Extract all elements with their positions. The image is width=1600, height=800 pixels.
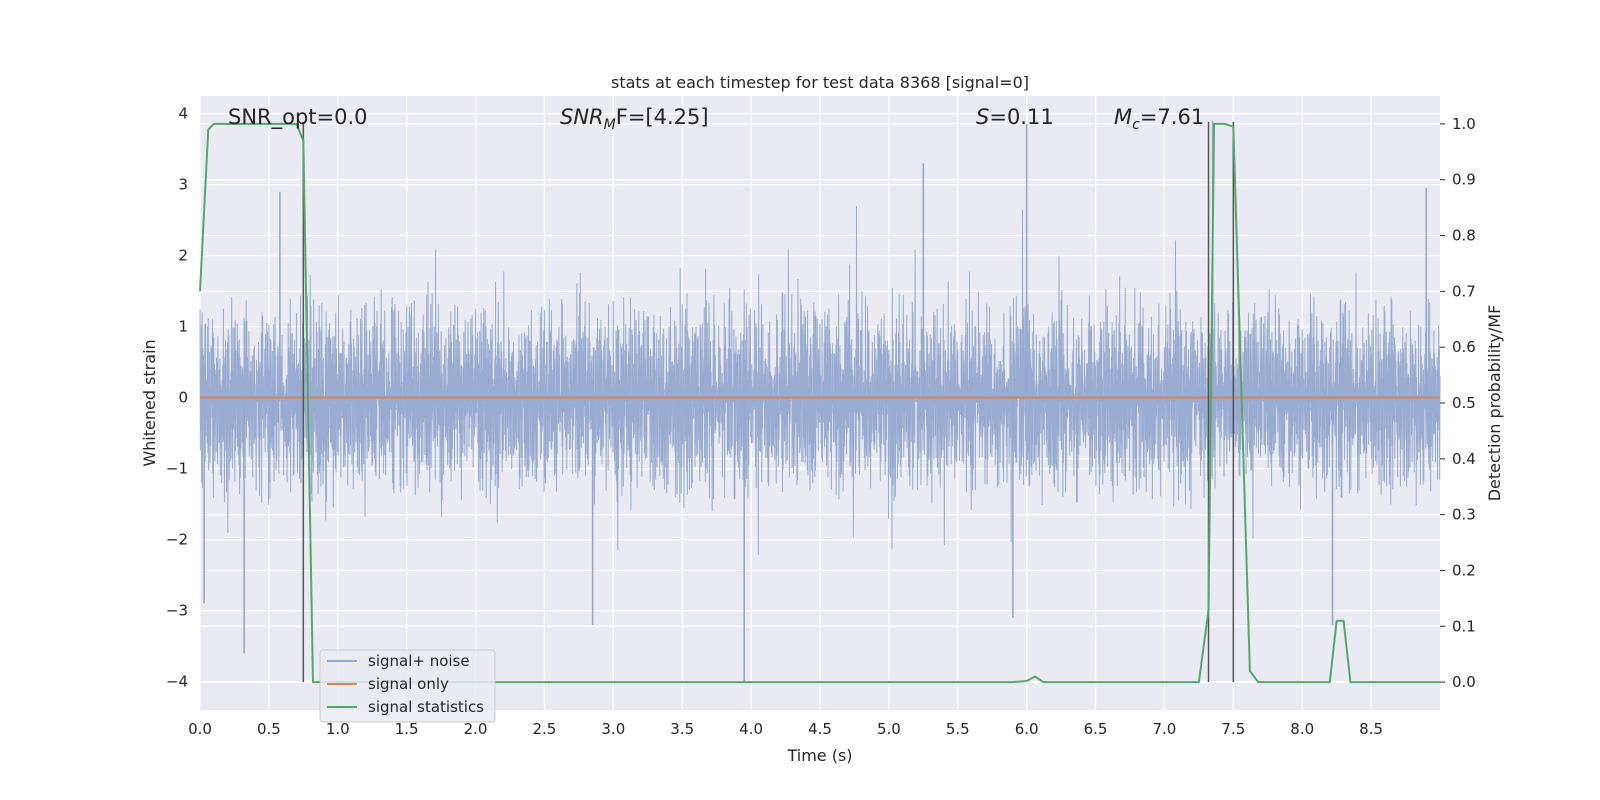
y2-tick-label: 1.0 xyxy=(1452,115,1476,133)
y-tick-label: −2 xyxy=(166,531,188,549)
series-lines xyxy=(199,121,1440,684)
x-tick-label: 4.0 xyxy=(739,720,763,738)
snr-mf-sub: M xyxy=(604,117,616,133)
snr-mf-rest: F=[4.25] xyxy=(616,105,709,129)
legend-label-signal-statistics: signal statistics xyxy=(368,698,484,716)
y-axis-label: Whitened strain xyxy=(140,339,159,466)
chart-title: stats at each timestep for test data 836… xyxy=(611,73,1029,92)
legend-label-signal-noise: signal+ noise xyxy=(368,652,470,670)
signal-statistics-line xyxy=(199,122,1440,684)
x-tick-label: 1.5 xyxy=(395,720,419,738)
y2-tick-label: 0.9 xyxy=(1452,171,1476,189)
y-tick-label: 3 xyxy=(178,176,188,194)
x-tick-label: 8.5 xyxy=(1359,720,1383,738)
x-tick-label: 0.5 xyxy=(257,720,281,738)
legend-label-signal-only: signal only xyxy=(368,675,449,693)
x-tick-label: 1.0 xyxy=(326,720,350,738)
y2-tick-label: 0.8 xyxy=(1452,227,1476,245)
y-axis-ticks: 4 3 2 1 0 −1 −2 −3 −4 xyxy=(166,105,188,691)
snr-mf-base: SNR xyxy=(560,105,604,129)
y2-tick-label: 0.5 xyxy=(1452,394,1476,412)
x-tick-label: 0.0 xyxy=(188,720,212,738)
mc-base: M xyxy=(1114,105,1132,129)
x-tick-label: 4.5 xyxy=(808,720,832,738)
x-tick-label: 3.5 xyxy=(670,720,694,738)
y-tick-label: 0 xyxy=(178,389,188,407)
x-tick-label: 6.5 xyxy=(1084,720,1108,738)
y-tick-label: 2 xyxy=(178,247,188,265)
y-tick-label: 1 xyxy=(178,318,188,336)
y2-tick-label: 0.2 xyxy=(1452,561,1476,579)
y2-tick-label: 0.4 xyxy=(1452,450,1476,468)
annotation-mc: Mc=7.61 xyxy=(1114,105,1204,133)
y-tick-label: 4 xyxy=(178,105,188,123)
x-tick-label: 5.5 xyxy=(946,720,970,738)
y2-tick-label: 0.3 xyxy=(1452,506,1476,524)
x-tick-label: 8.0 xyxy=(1290,720,1314,738)
x-tick-label: 3.0 xyxy=(601,720,625,738)
x-tick-label: 2.0 xyxy=(464,720,488,738)
y-tick-label: −4 xyxy=(166,673,188,691)
s-italic: S xyxy=(976,105,989,129)
y2-tick-label: 0.6 xyxy=(1452,338,1476,356)
y2-axis-label: Detection probability/MF xyxy=(1485,305,1504,502)
x-axis-label: Time (s) xyxy=(786,746,852,765)
annotation-snr-mf: SNRMF=[4.25] xyxy=(560,105,709,133)
y-tick-label: −1 xyxy=(166,460,188,478)
y2-axis-ticks: 1.0 0.9 0.8 0.7 0.6 0.5 0.4 0.3 0.2 0.1 0.0 xyxy=(1440,115,1476,691)
legend-box xyxy=(319,649,496,723)
x-tick-label: 7.5 xyxy=(1221,720,1245,738)
legend: signal+ noise signal only signal statist… xyxy=(319,649,496,723)
x-axis-ticks: 0.0 0.5 1.0 1.5 2.0 2.5 3.0 3.5 4.0 4.5 5.0 5.5 6.0 6… xyxy=(188,720,1383,738)
x-tick-label: 6.0 xyxy=(1015,720,1039,738)
mc-sub: c xyxy=(1132,117,1140,133)
y2-tick-label: 0.7 xyxy=(1452,282,1476,300)
y2-tick-label: 0.1 xyxy=(1452,617,1476,635)
s-rest: =0.11 xyxy=(989,105,1053,129)
annotation-snr-opt: SNR_opt=0.0 xyxy=(228,105,368,130)
x-tick-label: 5.0 xyxy=(877,720,901,738)
x-tick-label: 2.5 xyxy=(533,720,557,738)
y-tick-label: −3 xyxy=(166,602,188,620)
x-tick-label: 7.0 xyxy=(1153,720,1177,738)
mc-rest: =7.61 xyxy=(1140,105,1204,129)
y2-tick-label: 0.0 xyxy=(1452,673,1476,691)
annotation-s: S=0.11 xyxy=(976,105,1054,129)
